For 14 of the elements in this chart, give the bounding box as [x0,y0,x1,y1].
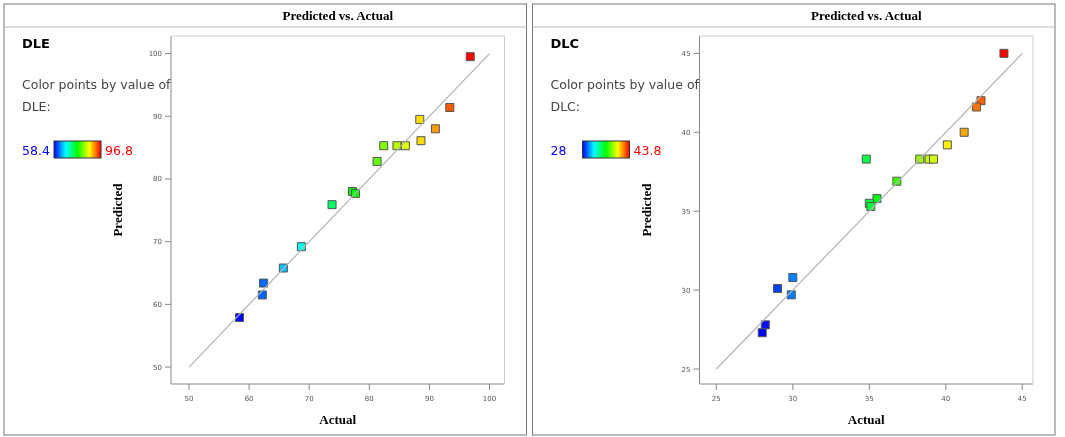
text: Color points by value of DLC: [550,77,700,114]
x-axis-title: Actual [847,412,886,427]
y-axis-title: Predicted [638,182,654,237]
text: 96.8 [105,143,133,158]
text: DLE [22,36,50,51]
x-axis-title: Actual [319,412,357,427]
text: 43.8 [633,143,662,158]
text: Color points by value of DLE: [22,77,172,114]
chart-title: Predicted vs. Actual [282,8,394,23]
text: DLC [550,36,580,51]
text: 58.4 [22,143,50,158]
y-axis-title: Predicted [110,182,125,237]
chart-title: Predicted vs. Actual [810,8,922,23]
text: 28 [550,143,567,158]
